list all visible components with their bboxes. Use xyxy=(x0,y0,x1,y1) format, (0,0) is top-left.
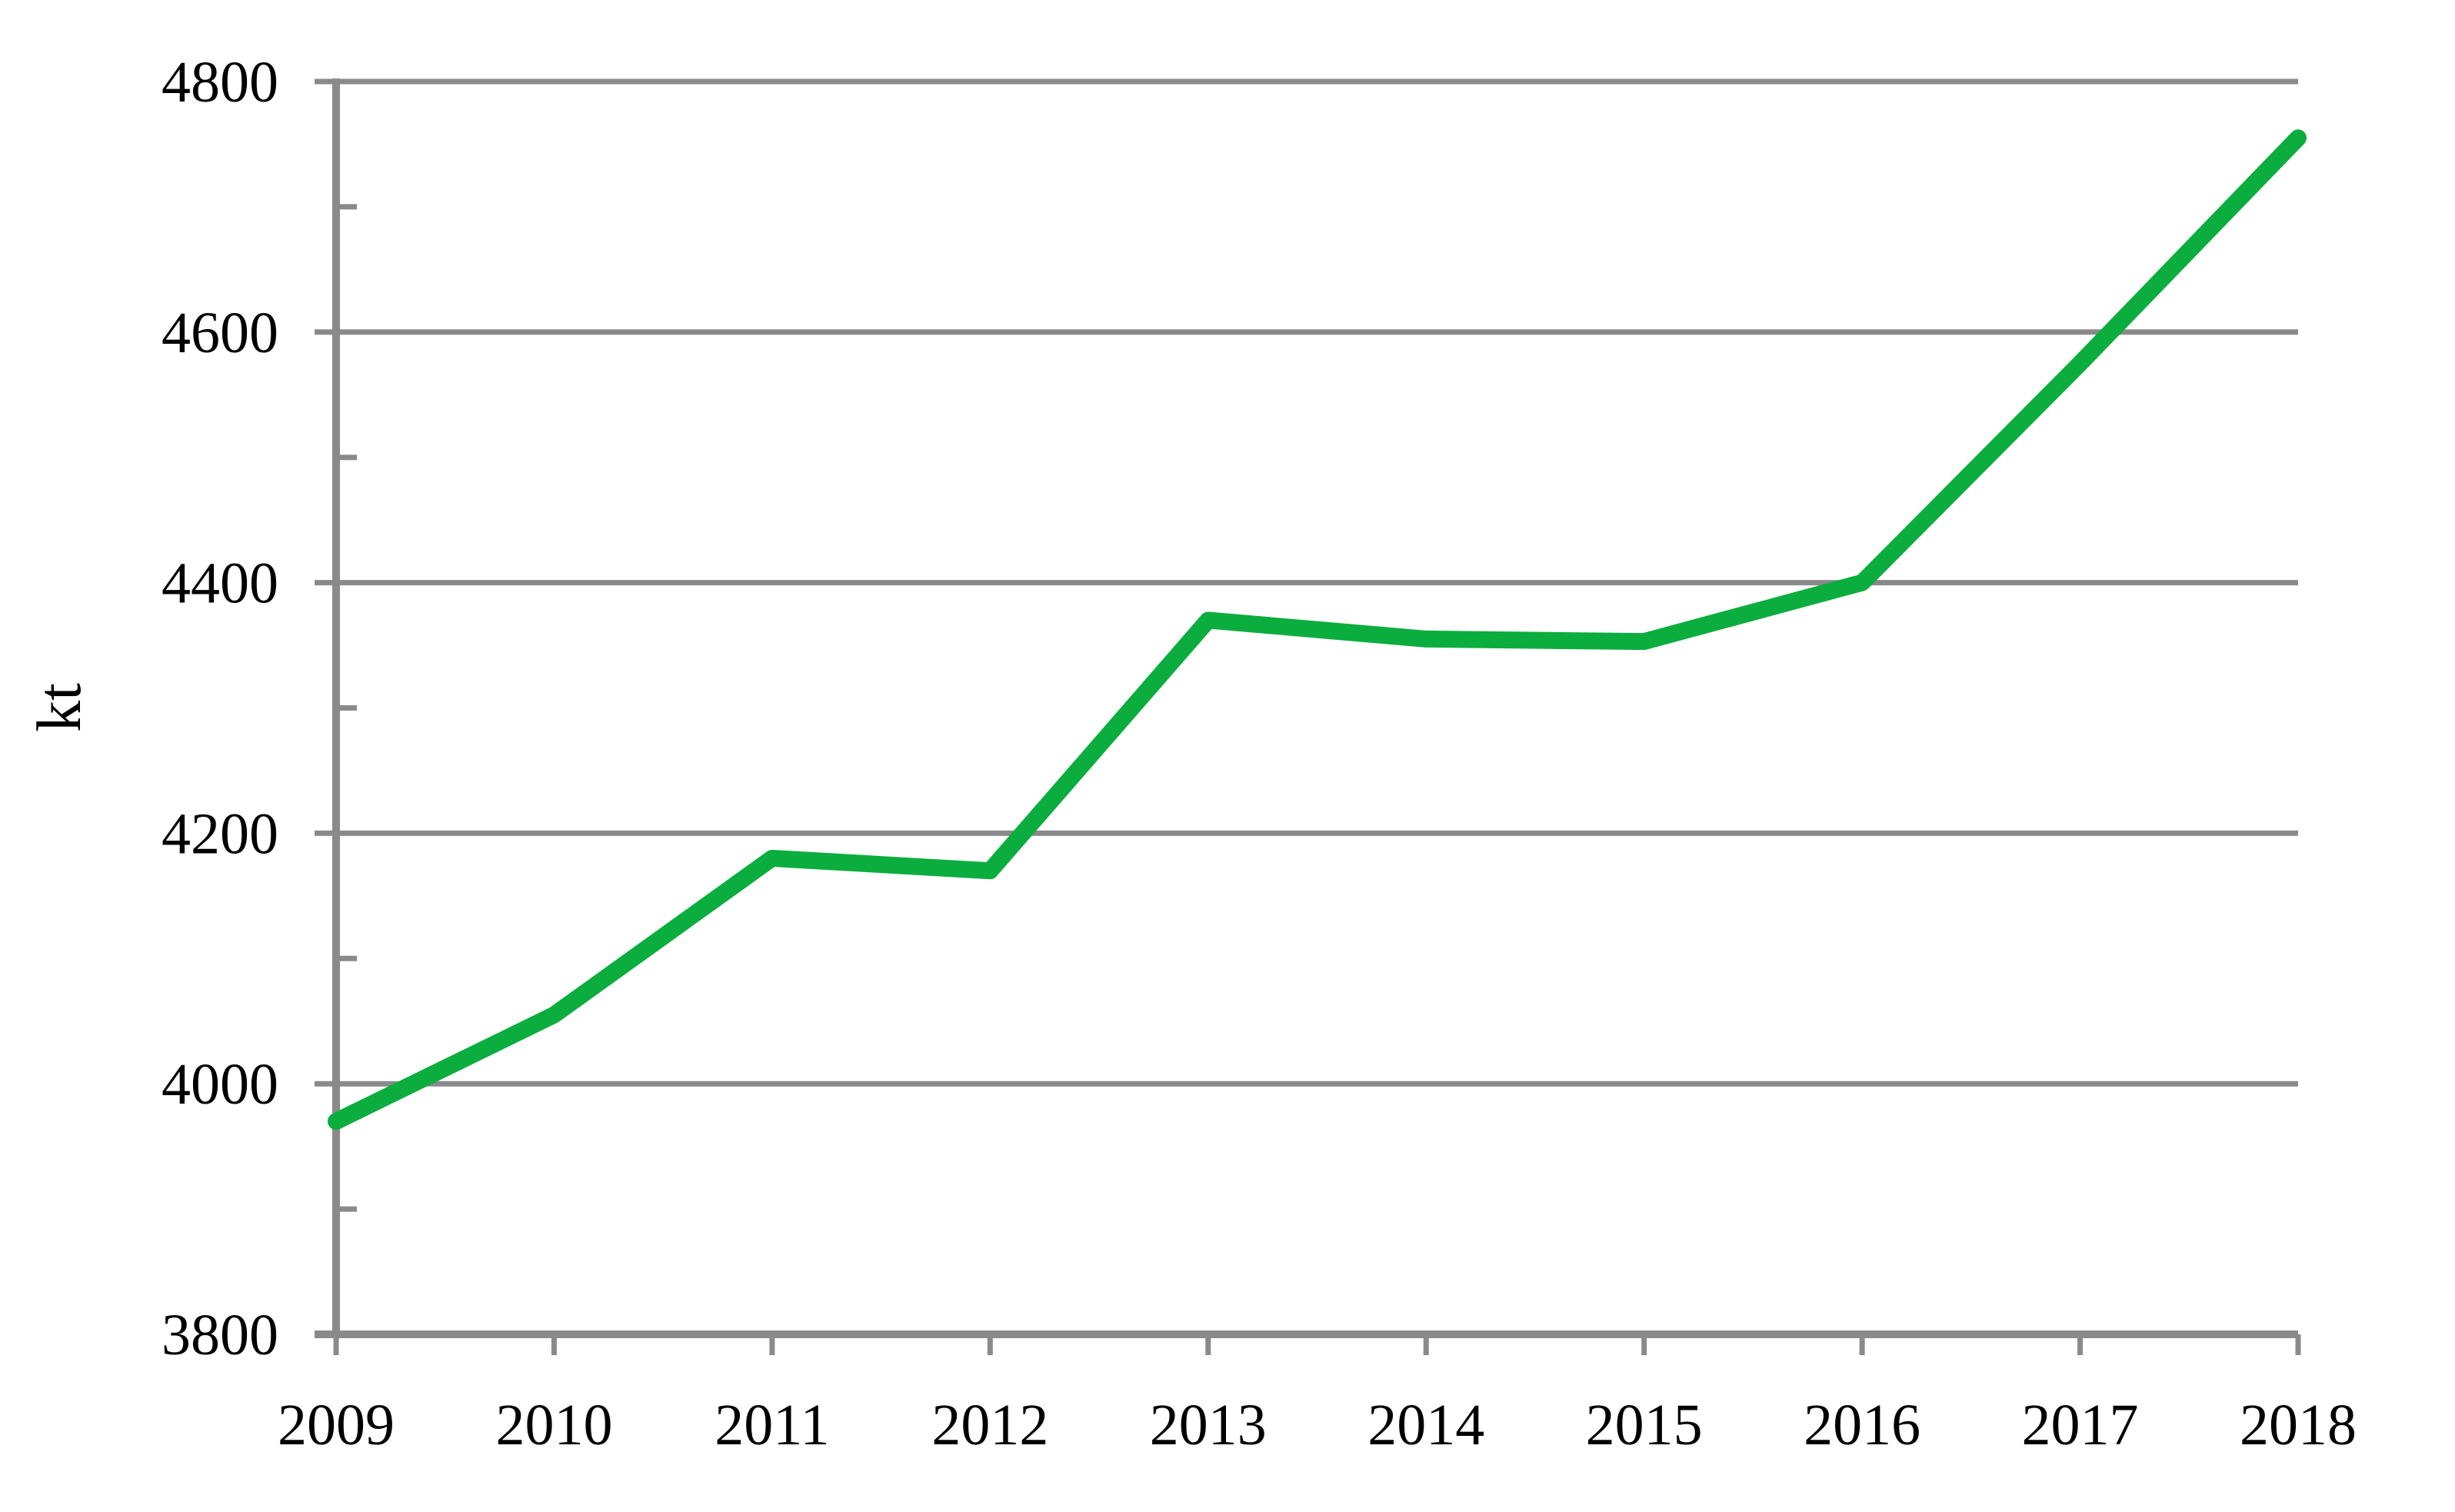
x-tick-label-2014: 2014 xyxy=(1367,1393,1484,1457)
x-tick-label-2009: 2009 xyxy=(278,1393,395,1457)
x-tick-label-2017: 2017 xyxy=(2022,1393,2139,1457)
y-tick-label-4000: 4000 xyxy=(162,1052,278,1117)
y-axis-title: kt xyxy=(24,683,94,732)
axes-layer xyxy=(315,78,2301,1355)
series-line-kt xyxy=(328,129,2307,1131)
x-tick-label-2011: 2011 xyxy=(715,1393,829,1457)
y-tick-label-4800: 4800 xyxy=(162,50,278,115)
x-tick-label-2018: 2018 xyxy=(2240,1393,2357,1457)
x-tick-label-2012: 2012 xyxy=(931,1393,1048,1457)
x-tick-label-2016: 2016 xyxy=(1804,1393,1920,1457)
axis-labels-layer: 3800 4000 4200 4400 4600 4800 2009 2010 2011 2012… xyxy=(162,50,2357,1457)
gridlines-layer xyxy=(315,78,2298,1087)
x-tick-label-2010: 2010 xyxy=(495,1393,612,1457)
y-tick-label-3800: 3800 xyxy=(162,1303,278,1367)
series-layer xyxy=(328,129,2307,1131)
y-tick-label-4200: 4200 xyxy=(162,801,278,866)
x-tick-label-2015: 2015 xyxy=(1586,1393,1703,1457)
x-tick-label-2013: 2013 xyxy=(1150,1393,1267,1457)
y-tick-label-4600: 4600 xyxy=(162,301,278,365)
y-tick-label-4400: 4400 xyxy=(162,551,278,616)
